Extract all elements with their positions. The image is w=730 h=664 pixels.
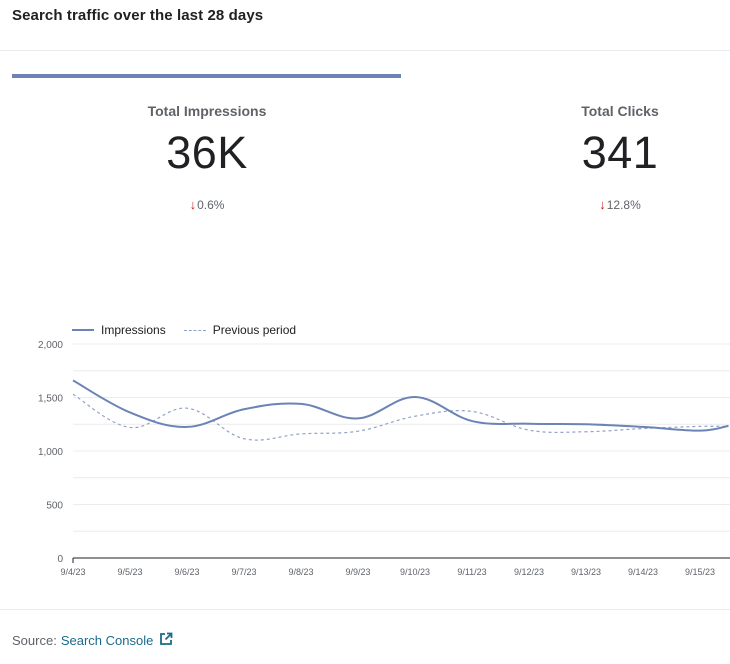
x-tick-label: 9/10/23 bbox=[400, 567, 430, 577]
clicks-change: ↓12.8% bbox=[520, 197, 720, 212]
header-divider bbox=[0, 50, 730, 51]
y-tick-label: 1,500 bbox=[38, 394, 63, 405]
impressions-metric[interactable]: Total Impressions 36K ↓0.6% bbox=[107, 103, 307, 212]
previous-period-line bbox=[72, 393, 729, 441]
label-layer: 0 500 1,000 1,500 2,000 9/4/23 9/5/23 9/6/23 9/7… bbox=[38, 340, 715, 577]
source-label: Source: bbox=[12, 633, 57, 648]
x-tick-label: 9/15/23 bbox=[685, 567, 715, 577]
x-tick-label: 9/12/23 bbox=[514, 567, 544, 577]
impressions-label: Total Impressions bbox=[147, 103, 267, 119]
legend-swatch-dashed bbox=[183, 329, 206, 331]
x-tick-label: 9/4/23 bbox=[60, 567, 85, 577]
x-tick-label: 9/7/23 bbox=[231, 567, 256, 577]
legend-label-impressions: Impressions bbox=[101, 323, 166, 337]
legend-item-impressions[interactable]: Impressions bbox=[72, 323, 166, 337]
x-tick-label: 9/6/23 bbox=[174, 567, 199, 577]
clicks-change-value: 12.8% bbox=[606, 198, 641, 212]
legend-label-previous: Previous period bbox=[212, 323, 297, 337]
legend-item-previous[interactable]: Previous period bbox=[183, 323, 297, 337]
chart-legend: Impressions Previous period bbox=[72, 323, 314, 337]
impressions-change: ↓0.6% bbox=[107, 197, 307, 212]
page-title: Search traffic over the last 28 days bbox=[12, 7, 264, 24]
x-tick-label: 9/11/23 bbox=[457, 567, 486, 577]
y-tick-label: 500 bbox=[46, 501, 63, 512]
arrow-down-icon: ↓ bbox=[189, 197, 197, 212]
legend-swatch-solid bbox=[72, 329, 94, 331]
x-tick-label: 9/9/23 bbox=[345, 567, 370, 577]
footer-divider bbox=[0, 609, 730, 610]
y-tick-label: 0 bbox=[57, 554, 63, 565]
clicks-value: 341 bbox=[581, 127, 659, 178]
x-tick-label: 9/13/23 bbox=[571, 567, 601, 577]
search-console-link[interactable]: Search Console bbox=[60, 633, 154, 648]
y-tick-label: 1,000 bbox=[38, 447, 63, 458]
impressions-value: 36K bbox=[166, 127, 248, 178]
x-tick-label: 9/8/23 bbox=[288, 567, 313, 577]
grid-layer bbox=[72, 343, 730, 563]
series-layer bbox=[72, 379, 729, 441]
clicks-label: Total Clicks bbox=[581, 103, 659, 119]
impressions-line bbox=[72, 379, 729, 432]
external-link-icon[interactable] bbox=[159, 632, 173, 649]
selected-metric-indicator bbox=[12, 74, 401, 78]
x-tick-label: 9/5/23 bbox=[117, 567, 142, 577]
x-tick-label: 9/14/23 bbox=[628, 567, 658, 577]
source-footer: Source: Search Console bbox=[12, 632, 173, 649]
clicks-metric[interactable]: Total Clicks 341 ↓12.8% bbox=[520, 103, 720, 212]
impressions-change-value: 0.6% bbox=[197, 198, 225, 212]
arrow-down-icon: ↓ bbox=[599, 197, 606, 212]
y-tick-label: 2,000 bbox=[38, 340, 63, 351]
